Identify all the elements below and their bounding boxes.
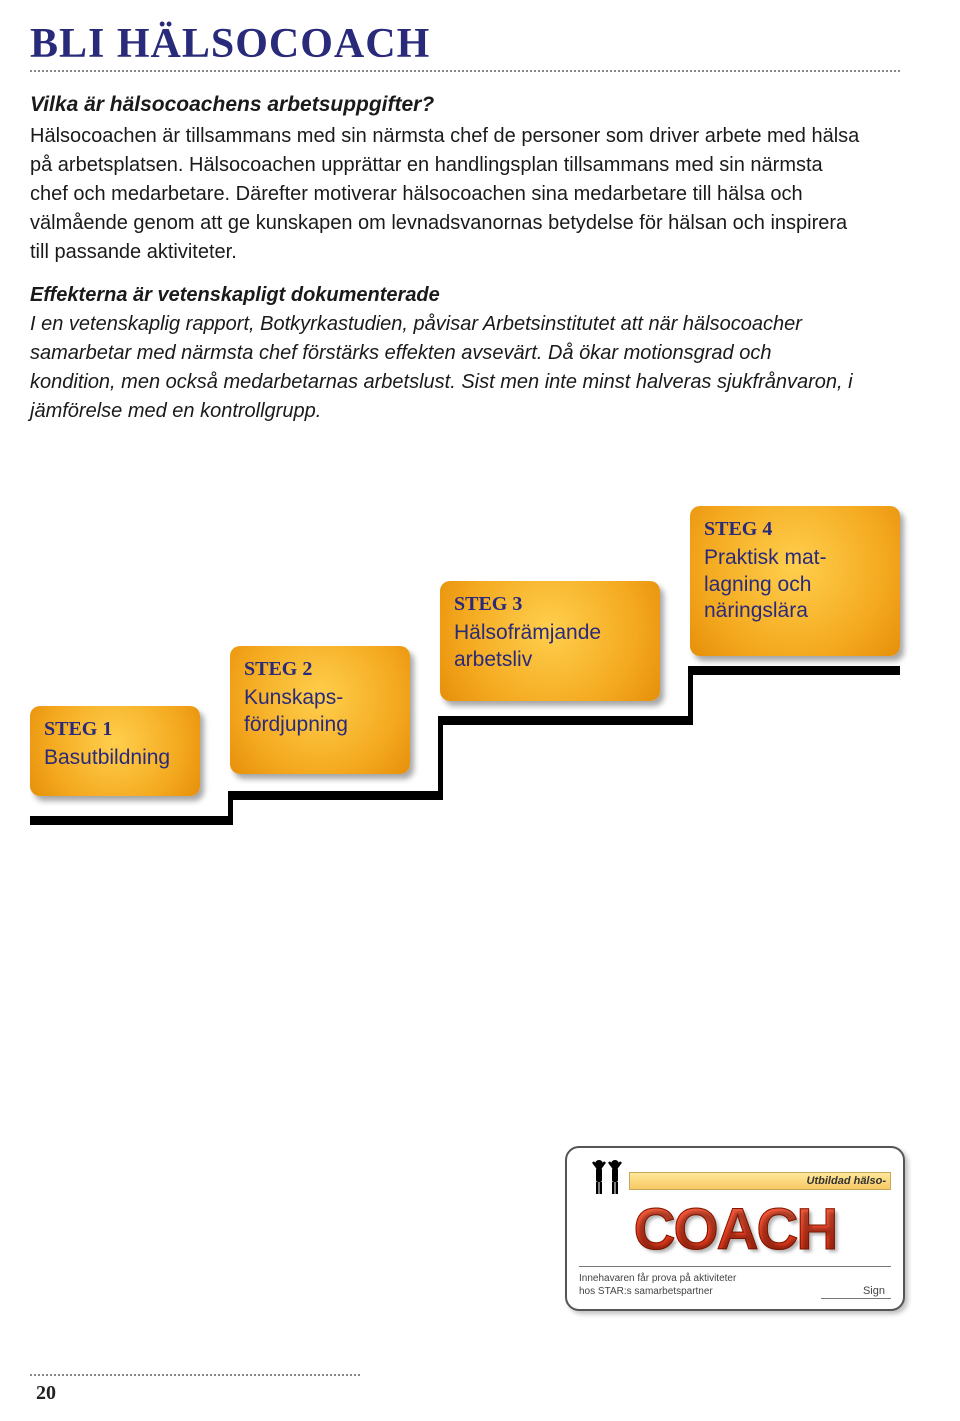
body-text-block: Vilka är hälsocoachens arbetsuppgifter? … (30, 90, 860, 426)
stair-riser (688, 666, 693, 725)
stair-tread (690, 666, 900, 675)
coach-certificate-card: Utbildad hälso- COACH Innehavaren får pr… (565, 1146, 905, 1311)
stair-tread (230, 791, 440, 800)
page-title: BLI HÄLSOCOACH (30, 20, 900, 68)
step-3-label: STEG 3 (454, 593, 646, 616)
step-card-1: STEG 1 Basutbildning (30, 706, 200, 796)
step-1-label: STEG 1 (44, 718, 186, 741)
people-icon (585, 1156, 629, 1200)
coach-wordmark: COACH (579, 1196, 891, 1263)
coach-divider (579, 1266, 891, 1267)
step-card-3: STEG 3 Hälsofrämjande arbetsliv (440, 581, 660, 701)
step-3-desc: Hälsofrämjande arbetsliv (454, 620, 646, 673)
stair-riser (228, 791, 233, 825)
step-card-4: STEG 4 Praktisk mat-lagning och näringsl… (690, 506, 900, 656)
title-dotted-rule (30, 70, 900, 72)
page-number: 20 (36, 1382, 56, 1405)
step-4-desc: Praktisk mat-lagning och näringslära (704, 545, 886, 624)
coach-small-text: Innehavaren får prova på aktiviteter hos… (579, 1272, 736, 1298)
step-2-desc: Kunskaps-fördjupning (244, 685, 396, 738)
coach-sign-label: Sign (863, 1285, 885, 1297)
step-1-desc: Basutbildning (44, 745, 186, 771)
staircase-diagram: STEG 1 Basutbildning STEG 2 Kunskaps-för… (30, 506, 900, 906)
coach-band-label: Utbildad hälso- (629, 1172, 891, 1190)
step-card-2: STEG 2 Kunskaps-fördjupning (230, 646, 410, 774)
coach-sign-line (821, 1298, 891, 1299)
paragraph-2: Effekterna är vetenskapligt dokumenterad… (30, 281, 860, 426)
step-4-label: STEG 4 (704, 518, 886, 541)
effects-heading: Effekterna är vetenskapligt dokumenterad… (30, 284, 440, 306)
effects-body: I en vetenskaplig rapport, Botkyrkastudi… (30, 313, 853, 422)
stair-tread (440, 716, 690, 725)
stair-riser (438, 716, 443, 800)
paragraph-1: Hälsocoachen är tillsammans med sin närm… (30, 122, 860, 267)
subheading: Vilka är hälsocoachens arbetsuppgifter? (30, 90, 860, 120)
stair-tread (30, 816, 230, 825)
step-2-label: STEG 2 (244, 658, 396, 681)
bottom-dotted-rule (30, 1374, 360, 1376)
